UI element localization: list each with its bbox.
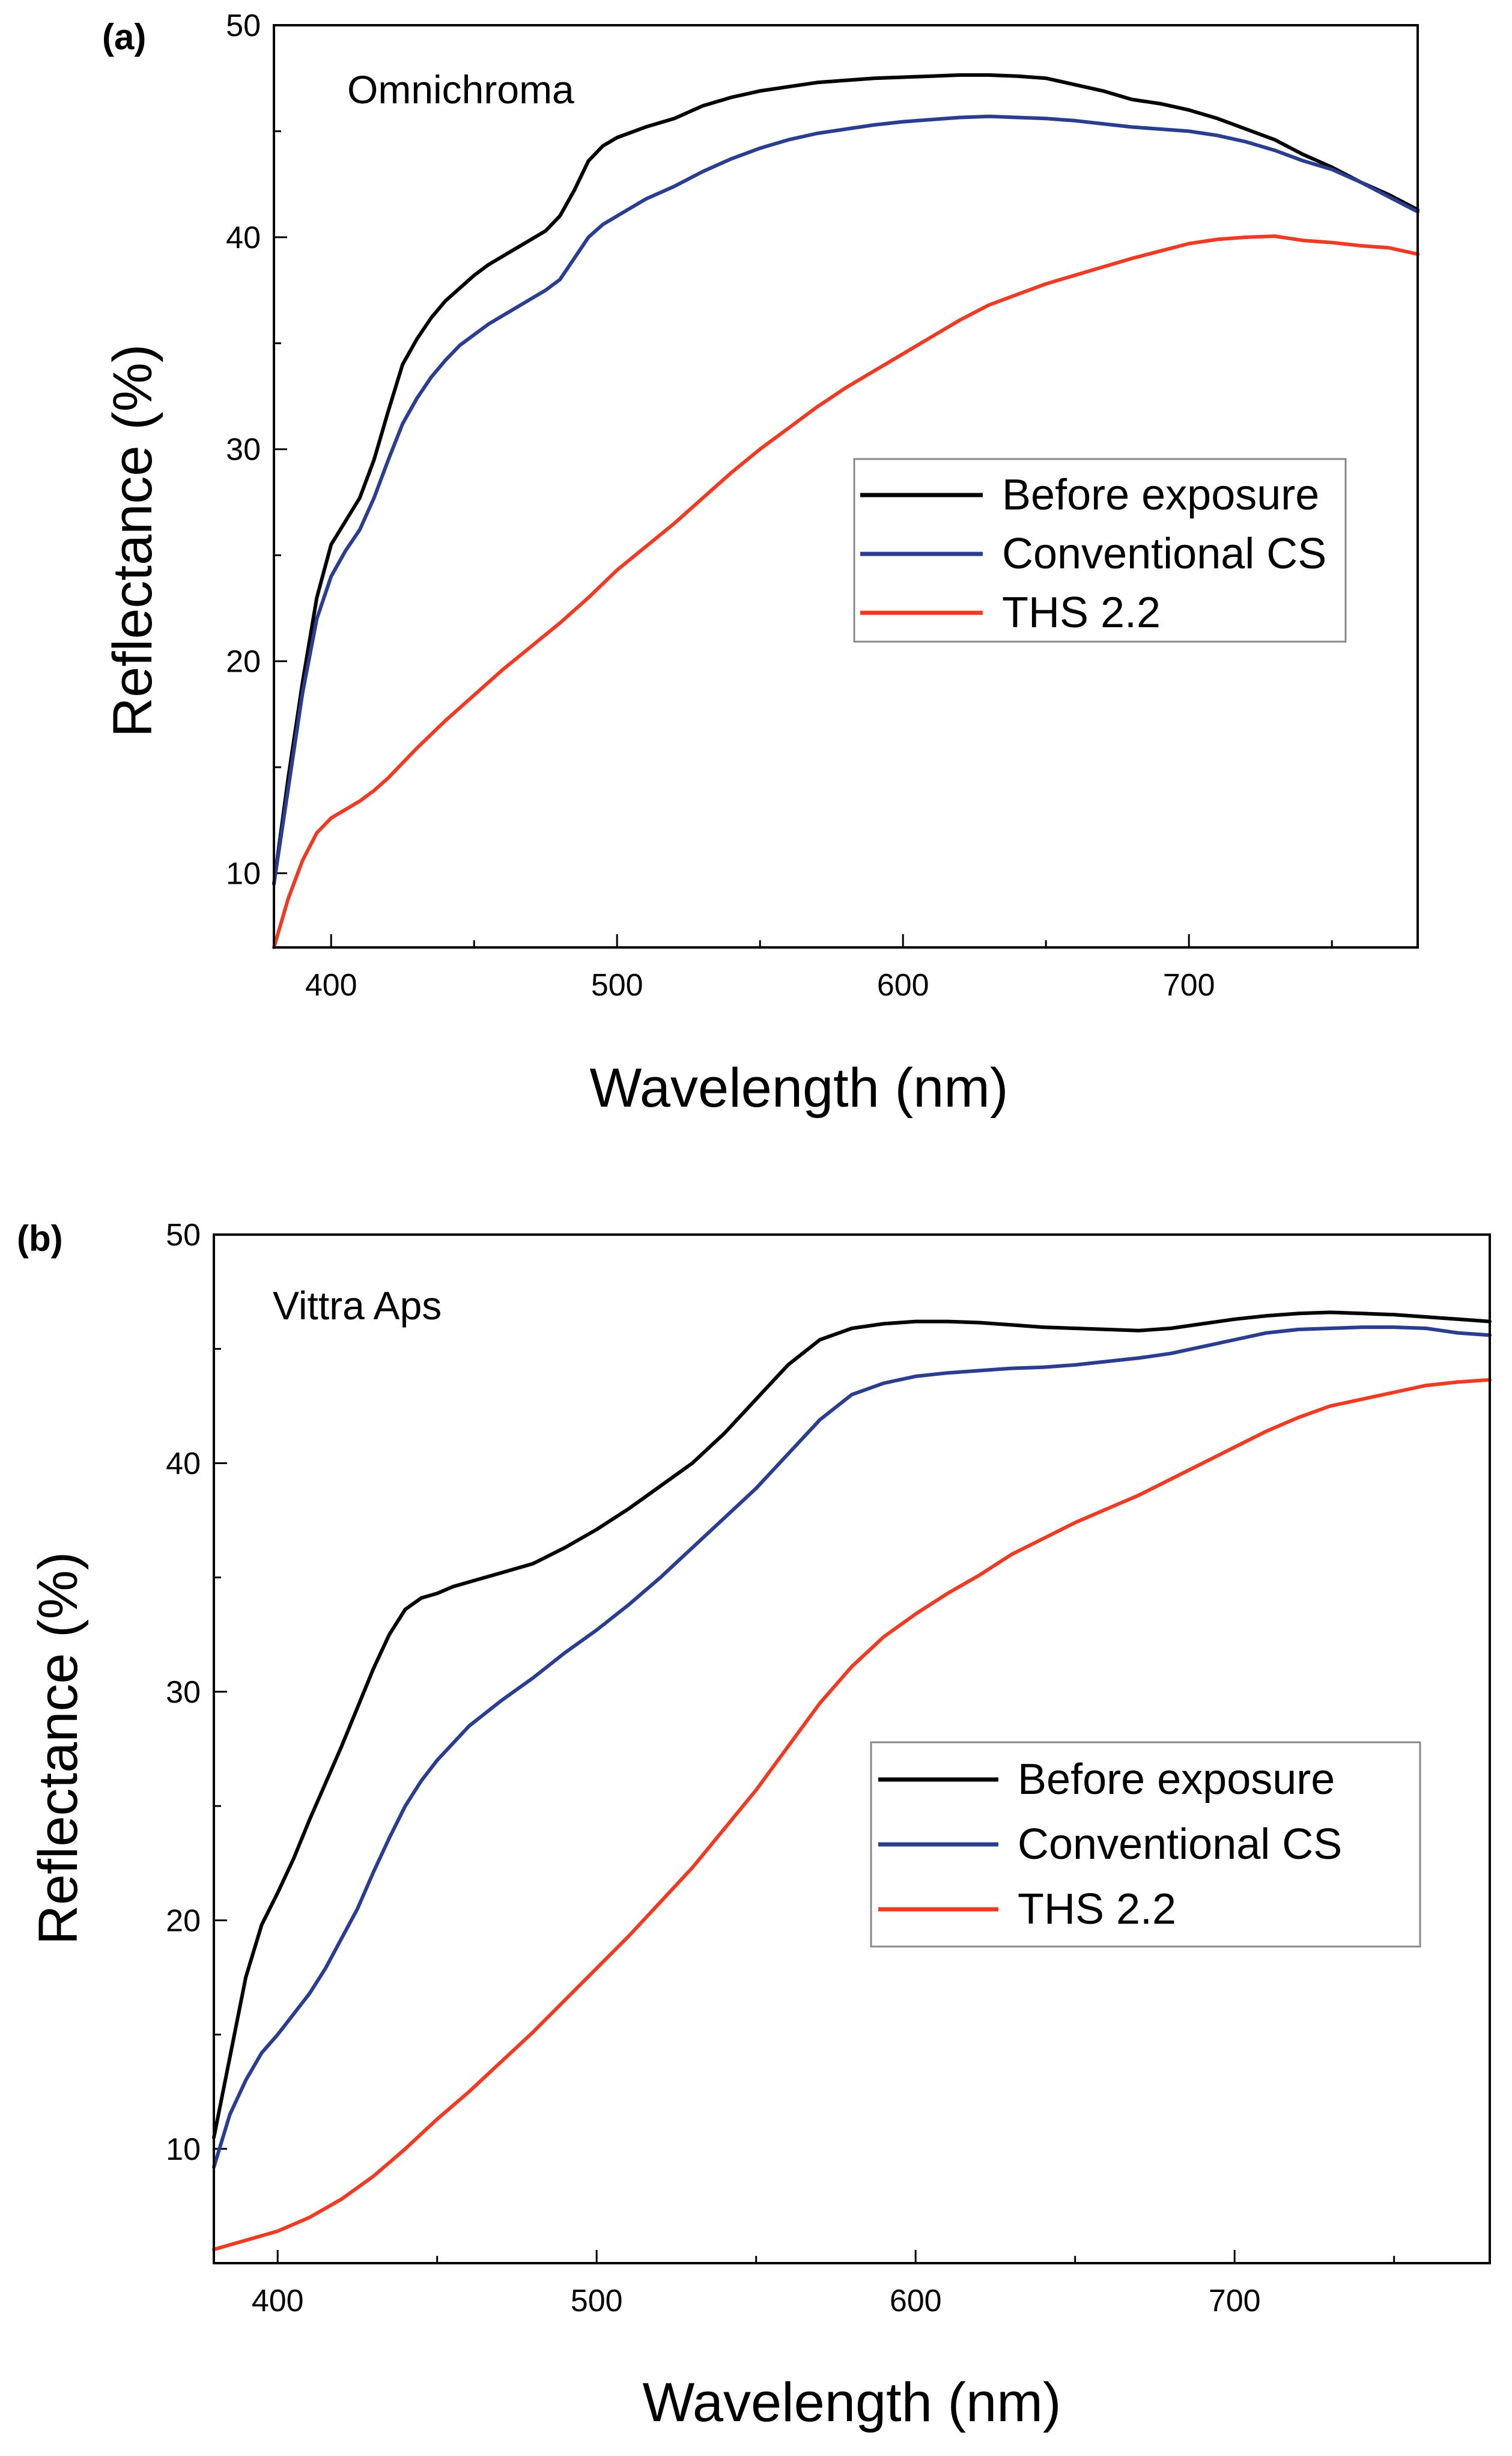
panel-b-legend-label: Conventional CS xyxy=(1018,1820,1342,1868)
panel-b-annotation: Vittra Aps xyxy=(273,1283,442,1328)
panel-b-y-axis-title: Reflectance (%) xyxy=(28,1552,89,1945)
panel-a-ticks: 400 500 600 700 10 20 30 40 50 xyxy=(226,8,1333,1003)
panel-a-x-tick-label: 400 xyxy=(305,968,357,1003)
panel-b-x-tick-label: 600 xyxy=(890,2284,942,2318)
panel-a-legend-label: THS 2.2 xyxy=(1002,589,1161,637)
panel-b-x-tick-label: 700 xyxy=(1209,2284,1261,2318)
panel-a-plot-frame xyxy=(273,24,1419,949)
panel-a-series-line-ths-2-2 xyxy=(272,234,1419,949)
panel-b-series xyxy=(212,1310,1492,2252)
panel-a-x-tick-label: 600 xyxy=(877,968,929,1003)
panel-a-series-line-conventional-cs xyxy=(272,114,1419,886)
panel-b-series-line-before-exposure xyxy=(212,1310,1492,2139)
panel-a-y-axis-title: Reflectance (%) xyxy=(102,344,163,737)
panel-b-x-tick-label: 500 xyxy=(571,2284,623,2318)
panel-a-label: (a) xyxy=(102,17,146,57)
panel-b-plot-frame xyxy=(213,1233,1491,2264)
panel-b-legend-label: THS 2.2 xyxy=(1018,1885,1176,1933)
panel-b-y-tick-label: 50 xyxy=(166,1218,201,1253)
panel-a-legend-label: Before exposure xyxy=(1002,471,1319,519)
panel-b-series-line-ths-2-2 xyxy=(212,1378,1492,2252)
panel-b: (b) 400 500 600 700 10 20 30 40 50 Vittra Aps Wa… xyxy=(17,1218,1492,2433)
panel-a-x-axis-title: Wavelength (nm) xyxy=(589,1057,1008,1119)
panel-a-x-tick-label: 500 xyxy=(591,968,643,1003)
panel-a-series xyxy=(272,73,1419,949)
panel-a-series-line-before-exposure xyxy=(272,73,1419,886)
panel-a-y-tick-label: 10 xyxy=(226,856,261,891)
panel-b-x-tick-label: 400 xyxy=(252,2284,304,2318)
panel-a-legend-items: Before exposure Conventional CS THS 2.2 xyxy=(860,471,1326,637)
panel-a-y-tick-label: 30 xyxy=(226,433,261,467)
panel-b-ticks: 400 500 600 700 10 20 30 40 50 xyxy=(166,1218,1395,2318)
panel-b-legend: Before exposure Conventional CS THS 2.2 xyxy=(870,1741,1421,1948)
panel-a-y-tick-label: 20 xyxy=(226,645,261,679)
panel-b-legend-label: Before exposure xyxy=(1018,1755,1335,1804)
panel-b-legend-items: Before exposure Conventional CS THS 2.2 xyxy=(878,1755,1342,1933)
panel-b-y-tick-label: 40 xyxy=(166,1446,201,1481)
panel-b-series-line-conventional-cs xyxy=(212,1325,1492,2169)
panel-b-x-axis-title: Wavelength (nm) xyxy=(642,2372,1061,2433)
panel-b-y-tick-label: 30 xyxy=(166,1675,201,1710)
panel-b-y-tick-label: 20 xyxy=(166,1903,201,1938)
panel-b-y-tick-label: 10 xyxy=(166,2132,201,2167)
panel-a-x-tick-label: 700 xyxy=(1163,968,1215,1003)
panel-b-label: (b) xyxy=(17,1218,63,1259)
panel-a-y-tick-label: 50 xyxy=(226,8,261,43)
panel-a-legend: Before exposure Conventional CS THS 2.2 xyxy=(853,458,1347,643)
panel-a-annotation: Omnichroma xyxy=(347,67,574,112)
panel-a: (a) 400 500 600 700 10 20 30 40 50 Omnichroma Wa… xyxy=(102,8,1419,1119)
panel-a-y-tick-label: 40 xyxy=(226,220,261,255)
panel-a-legend-label: Conventional CS xyxy=(1002,530,1326,578)
